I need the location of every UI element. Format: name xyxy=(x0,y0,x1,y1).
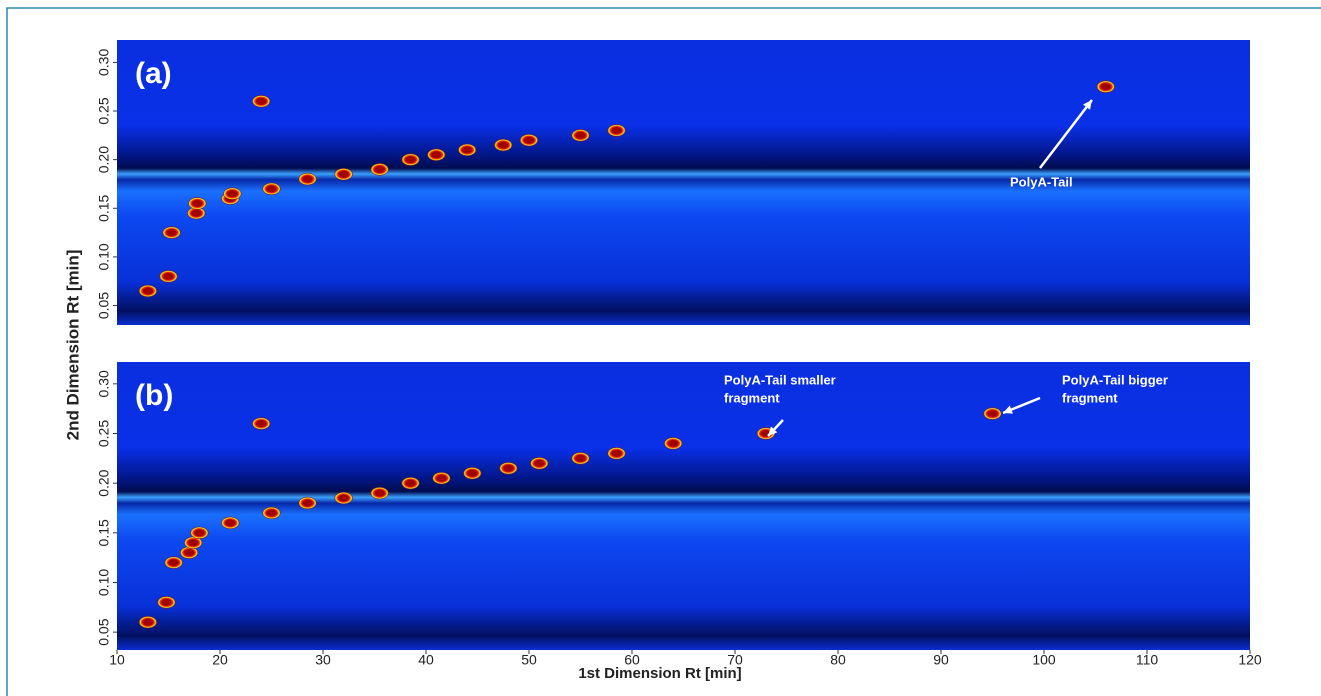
peak xyxy=(607,124,626,137)
x-tick-label: 40 xyxy=(418,652,434,668)
x-tick-label: 30 xyxy=(315,652,331,668)
peak xyxy=(457,143,477,157)
peak xyxy=(298,172,317,186)
x-tick-label: 10 xyxy=(109,652,125,668)
peak xyxy=(138,615,158,629)
y-tick-label: 0.15 xyxy=(96,519,112,546)
y-tick-label: 0.30 xyxy=(96,370,112,397)
peak xyxy=(190,526,209,540)
peak xyxy=(1096,80,1116,93)
peak xyxy=(162,226,181,239)
arrow-head xyxy=(1083,100,1092,110)
peak xyxy=(432,471,451,485)
y-tick-label: 0.20 xyxy=(96,146,112,173)
arrow-head xyxy=(1003,405,1013,414)
panel-label: (a) xyxy=(135,57,172,90)
peak xyxy=(499,462,518,475)
arrow-head xyxy=(768,426,778,436)
peak xyxy=(401,153,420,166)
peak xyxy=(370,163,389,176)
peak xyxy=(463,466,482,480)
peak xyxy=(138,284,158,298)
x-tick-label: 80 xyxy=(830,652,846,668)
peak xyxy=(519,133,539,147)
frame xyxy=(6,7,1321,696)
peak xyxy=(164,556,183,569)
peak xyxy=(370,486,389,500)
peak xyxy=(494,138,513,152)
annotation: PolyA-Tail xyxy=(1010,174,1073,189)
annotation: fragment xyxy=(724,390,780,405)
peak xyxy=(188,197,207,210)
peak xyxy=(223,187,242,200)
y-tick-label: 0.05 xyxy=(96,618,112,645)
y-tick-label: 0.25 xyxy=(96,97,112,124)
y-tick-label: 0.05 xyxy=(96,292,112,319)
peak xyxy=(221,516,240,530)
x-tick-label: 100 xyxy=(1032,652,1056,668)
y-tick-label: 0.20 xyxy=(96,469,112,496)
peak xyxy=(983,407,1002,420)
y-tick-label: 0.15 xyxy=(96,194,112,221)
annotation: PolyA-Tail smaller xyxy=(724,372,836,387)
peak xyxy=(663,437,683,450)
annotation: fragment xyxy=(1062,390,1118,405)
x-tick-label: 70 xyxy=(727,652,743,668)
peak xyxy=(262,506,281,520)
peak xyxy=(262,182,281,196)
x-tick-label: 120 xyxy=(1238,652,1262,668)
x-tick-label: 90 xyxy=(933,652,949,668)
y-tick-label: 0.30 xyxy=(96,49,112,76)
panel-label: (b) xyxy=(135,379,173,412)
x-tick-label: 20 xyxy=(212,652,228,668)
annotation-arrow xyxy=(1039,99,1093,169)
peak xyxy=(159,270,178,283)
peak xyxy=(530,457,549,470)
y-tick-label: 0.10 xyxy=(96,243,112,270)
annotation: PolyA-Tail bigger xyxy=(1062,372,1168,387)
peak xyxy=(334,167,353,181)
peak xyxy=(571,129,590,142)
peak xyxy=(251,95,271,108)
plot-background xyxy=(117,40,1250,325)
peak xyxy=(427,148,446,162)
peak xyxy=(298,496,317,510)
peak xyxy=(251,417,271,430)
peak xyxy=(571,452,590,465)
x-tick-label: 50 xyxy=(521,652,537,668)
x-tick-label: 60 xyxy=(624,652,640,668)
peak xyxy=(334,491,353,505)
peak xyxy=(607,447,626,460)
peak xyxy=(401,476,420,490)
x-axis-title: 1st Dimension Rt [min] xyxy=(578,665,741,682)
y-axis-title: 2nd Dimension Rt [min] xyxy=(63,250,82,441)
x-tick-label: 110 xyxy=(1136,652,1159,668)
y-tick-label: 0.25 xyxy=(96,420,112,447)
peak xyxy=(157,596,176,609)
y-tick-label: 0.10 xyxy=(96,569,112,596)
